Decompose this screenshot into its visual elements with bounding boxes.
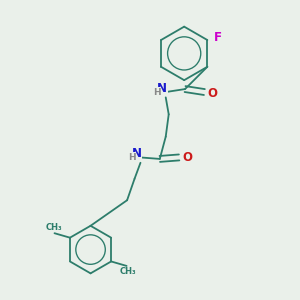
Text: F: F: [214, 31, 222, 44]
Text: O: O: [208, 87, 218, 100]
Text: CH₃: CH₃: [45, 223, 62, 232]
Text: O: O: [182, 151, 192, 164]
Text: N: N: [157, 82, 167, 95]
Text: H: H: [128, 153, 135, 162]
Text: CH₃: CH₃: [119, 267, 136, 276]
Text: N: N: [132, 147, 142, 161]
Text: H: H: [153, 88, 160, 97]
